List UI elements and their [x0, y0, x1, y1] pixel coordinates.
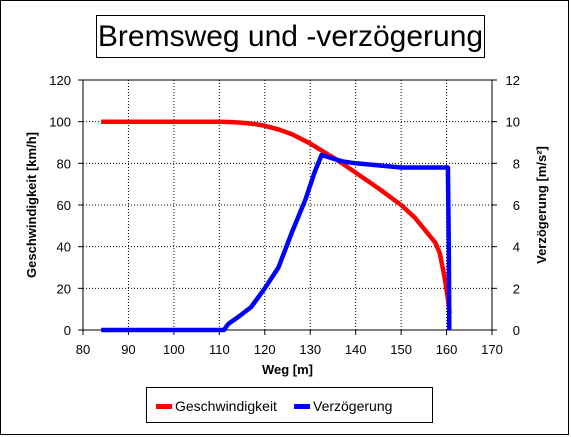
x-tick-label: 80 [76, 342, 90, 357]
y2-tick-label: 10 [506, 115, 520, 130]
y-tick-label: 60 [57, 198, 71, 213]
legend-swatch-geschwindigkeit [156, 403, 172, 409]
y-tick-label: 0 [64, 323, 71, 338]
y-tick-label: 20 [57, 281, 71, 296]
y-tick-label: 100 [49, 115, 71, 130]
series-line-verzögerung [101, 152, 452, 333]
legend-item-geschwindigkeit: Geschwindigkeit [156, 388, 277, 424]
y2-tick-label: 8 [513, 156, 520, 171]
x-axis-label: Weg [m] [262, 362, 313, 377]
legend-swatch-verzoegerung [294, 403, 310, 409]
x-tick-label: 100 [163, 342, 185, 357]
x-tick-label: 120 [254, 342, 276, 357]
x-tick-label: 170 [481, 342, 503, 357]
legend-label-geschwindigkeit: Geschwindigkeit [175, 398, 277, 414]
x-tick-label: 130 [299, 342, 321, 357]
x-tick-label: 110 [209, 342, 230, 357]
x-tick-label: 90 [121, 342, 135, 357]
x-tick-label: 140 [345, 342, 367, 357]
y2-tick-label: 4 [513, 240, 520, 255]
chart-title: Bremsweg und -verzögerung [97, 19, 484, 53]
y-tick-label: 80 [57, 156, 71, 171]
y2-tick-label: 6 [513, 198, 520, 213]
y-tick-label: 40 [57, 240, 71, 255]
legend-label-verzoegerung: Verzögerung [313, 398, 393, 414]
legend-item-verzoegerung: Verzögerung [294, 388, 392, 424]
x-tick-label: 160 [436, 342, 458, 357]
y-tick-label: 120 [49, 73, 71, 88]
y2-axis-label: Verzögerung [m/s²] [534, 146, 549, 264]
y2-tick-label: 0 [513, 323, 520, 338]
legend: Geschwindigkeit Verzögerung [146, 387, 433, 423]
chart-title-box: Bremsweg und -verzögerung [96, 15, 485, 58]
y2-tick-label: 12 [506, 73, 520, 88]
series-line-geschwindigkeit [101, 119, 452, 314]
y-axis-label: Geschwindigkeit [km/h] [24, 132, 39, 278]
y2-tick-label: 2 [513, 281, 520, 296]
x-tick-label: 150 [390, 342, 412, 357]
